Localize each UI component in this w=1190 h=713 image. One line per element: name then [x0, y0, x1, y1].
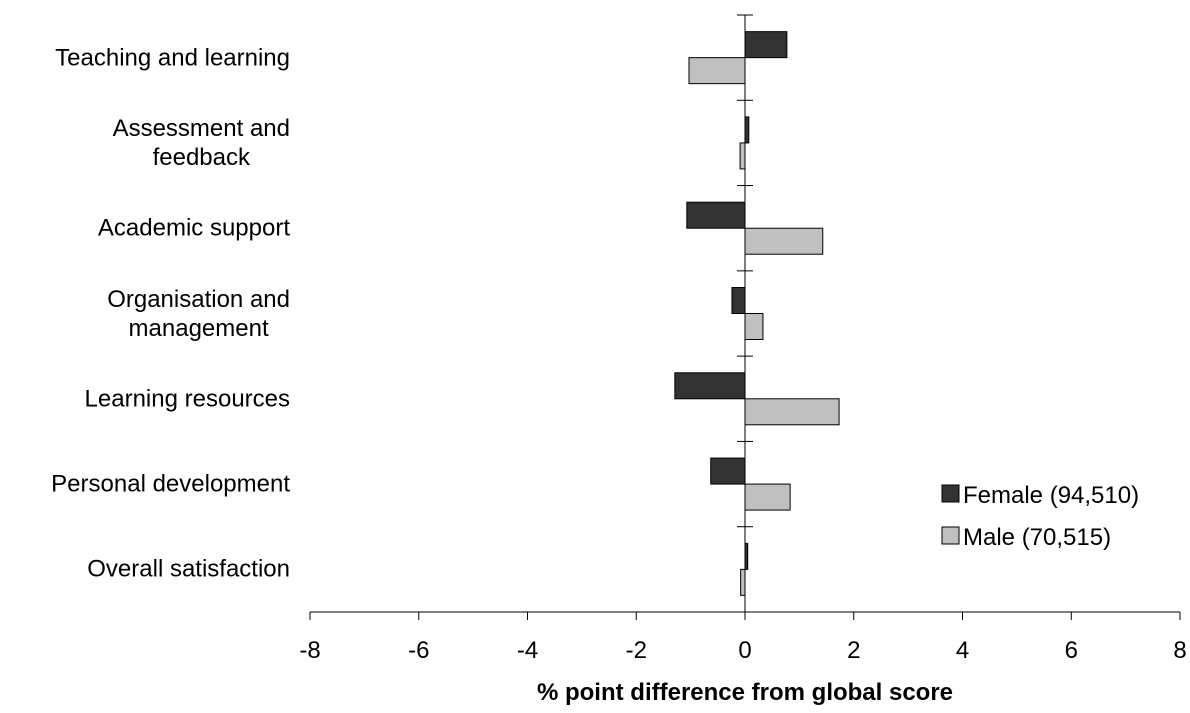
x-axis-title: % point difference from global score [537, 679, 953, 706]
bar [744, 483, 791, 511]
category-label: Learning resources [84, 385, 290, 413]
legend-label: Male (70,515) [963, 524, 1111, 551]
x-tick-label: 8 [1173, 637, 1186, 664]
legend-swatch [941, 484, 960, 503]
category-label: Academic support [97, 214, 290, 242]
bar [744, 31, 788, 59]
bar [739, 142, 746, 170]
x-tick-label: -4 [517, 637, 538, 664]
x-tick-label: 2 [847, 637, 860, 664]
category-label: Assessment and feedback [112, 114, 290, 171]
bar [744, 398, 840, 426]
x-tick-label: 6 [1065, 637, 1078, 664]
bar [688, 57, 746, 85]
bar [686, 201, 746, 229]
x-tick-label: 0 [738, 637, 751, 664]
category-label: Organisation and management [107, 285, 290, 342]
bar [744, 227, 824, 255]
bar [740, 568, 746, 596]
x-tick-label: 4 [956, 637, 969, 664]
category-label: Overall satisfaction [87, 555, 290, 583]
x-tick-label: -2 [626, 637, 647, 664]
bar [674, 372, 746, 400]
bar [744, 313, 764, 340]
bar [744, 116, 750, 144]
bar [744, 542, 749, 570]
bar [710, 457, 746, 485]
x-tick-label: -6 [408, 637, 429, 664]
bar [731, 287, 746, 314]
category-label: Teaching and learning [55, 44, 290, 72]
legend-swatch [941, 526, 960, 545]
legend-label: Female (94,510) [963, 482, 1139, 509]
category-label: Personal development [51, 470, 290, 498]
x-tick-label: -8 [299, 637, 320, 664]
